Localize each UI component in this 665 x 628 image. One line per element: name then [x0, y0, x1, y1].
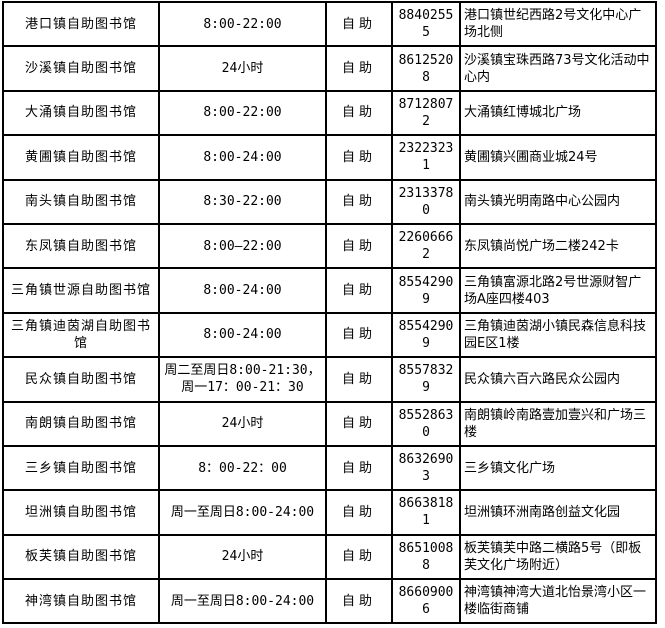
- library-table-row: 南头镇自助图书馆 8:30-22:00 自助 23133780 南头镇光明南路中…: [2, 178, 657, 225]
- opening-hours-cell: 24小时: [158, 45, 327, 92]
- service-type-cell: 自助: [325, 178, 393, 225]
- opening-hours-cell: 8:30-22:00: [158, 178, 327, 225]
- phone-number-cell: 22606662: [391, 222, 461, 270]
- phone-number-cell: 86609006: [391, 578, 461, 625]
- phone-number-cell: 85542909: [391, 311, 461, 359]
- library-name-cell: 港口镇自助图书馆: [2, 0, 160, 48]
- library-table-row: 南朗镇自助图书馆 24小时 自助 85528630 南朗镇岭南路壹加壹兴和广场三…: [2, 400, 657, 447]
- library-name-cell: 沙溪镇自助图书馆: [2, 45, 160, 92]
- address-cell: 三角镇迪茵湖小镇民森信息科技园E区1楼: [459, 311, 657, 359]
- library-name-cell: 黄圃镇自助图书馆: [2, 134, 160, 181]
- opening-hours-cell: 周二至周日8:00-21:30， 周一17：00-21：30: [158, 356, 327, 403]
- library-name-cell: 神湾镇自助图书馆: [2, 578, 160, 625]
- library-name-cell: 大涌镇自助图书馆: [2, 89, 160, 137]
- address-cell: 板芙镇芙中路二横路5号（即板芙文化广场附近）: [459, 533, 657, 581]
- address-cell: 三角镇富源北路2号世源财智广场A座四楼403: [459, 267, 657, 314]
- service-type-cell: 自助: [325, 356, 393, 403]
- address-cell: 三乡镇文化广场: [459, 444, 657, 492]
- address-cell: 沙溪镇宝珠西路73号文化活动中心内: [459, 45, 657, 92]
- service-type-cell: 自助: [325, 267, 393, 314]
- address-cell: 黄圃镇兴圃商业城24号: [459, 134, 657, 181]
- library-table-row: 神湾镇自助图书馆 周一至周日8:00-24:00 自助 86609006 神湾镇…: [2, 578, 657, 625]
- opening-hours-cell: 8:00-24:00: [158, 311, 327, 359]
- phone-number-cell: 86326903: [391, 444, 461, 492]
- phone-number-cell: 86125208: [391, 45, 461, 92]
- address-cell: 大涌镇红博城北广场: [459, 89, 657, 137]
- library-name-cell: 坦洲镇自助图书馆: [2, 489, 160, 536]
- service-type-cell: 自助: [325, 222, 393, 270]
- service-type-cell: 自助: [325, 578, 393, 625]
- address-cell: 东凤镇尚悦广场二楼242卡: [459, 222, 657, 270]
- phone-number-cell: 85542909: [391, 267, 461, 314]
- phone-number-cell: 88402555: [391, 0, 461, 48]
- opening-hours-cell: 8:00-22:00: [158, 89, 327, 137]
- service-type-cell: 自助: [325, 489, 393, 536]
- address-cell: 南头镇光明南路中心公园内: [459, 178, 657, 225]
- library-name-cell: 三乡镇自助图书馆: [2, 444, 160, 492]
- library-table-row: 黄圃镇自助图书馆 8:00-24:00 自助 23223231 黄圃镇兴圃商业城…: [2, 134, 657, 181]
- opening-hours-cell: 8：00-22：00: [158, 444, 327, 492]
- opening-hours-cell: 8:00-24:00: [158, 267, 327, 314]
- library-table-row: 三角镇世源自助图书馆 8:00-24:00 自助 85542909 三角镇富源北…: [2, 267, 657, 314]
- library-table-row: 板芙镇自助图书馆 24小时 自助 86510088 板芙镇芙中路二横路5号（即板…: [2, 533, 657, 581]
- library-table-row: 大涌镇自助图书馆 8:00-22:00 自助 87128072 大涌镇红博城北广…: [2, 89, 657, 137]
- service-type-cell: 自助: [325, 0, 393, 48]
- library-table-row: 东凤镇自助图书馆 8:00—22:00 自助 22606662 东凤镇尚悦广场二…: [2, 222, 657, 270]
- opening-hours-cell: 周一至周日8:00-24:00: [158, 489, 327, 536]
- address-cell: 港口镇世纪西路2号文化中心广场北侧: [459, 0, 657, 48]
- library-name-cell: 三角镇世源自助图书馆: [2, 267, 160, 314]
- opening-hours-cell: 周一至周日8:00-24:00: [158, 578, 327, 625]
- service-type-cell: 自助: [325, 134, 393, 181]
- library-name-cell: 三角镇迪茵湖自助图书馆: [2, 311, 160, 359]
- opening-hours-cell: 8:00—22:00: [158, 222, 327, 270]
- opening-hours-cell: 24小时: [158, 400, 327, 447]
- library-name-cell: 南头镇自助图书馆: [2, 178, 160, 225]
- library-table-row: 三角镇迪茵湖自助图书馆 8:00-24:00 自助 85542909 三角镇迪茵…: [2, 311, 657, 359]
- library-table-row: 港口镇自助图书馆 8:00-22:00 自助 88402555 港口镇世纪西路2…: [2, 0, 657, 48]
- address-cell: 神湾镇神湾大道北怡景湾小区一楼临街商铺: [459, 578, 657, 625]
- phone-number-cell: 23223231: [391, 134, 461, 181]
- library-name-cell: 民众镇自助图书馆: [2, 356, 160, 403]
- service-type-cell: 自助: [325, 89, 393, 137]
- library-table-row: 坦洲镇自助图书馆 周一至周日8:00-24:00 自助 86638181 坦洲镇…: [2, 489, 657, 536]
- library-name-cell: 板芙镇自助图书馆: [2, 533, 160, 581]
- library-table-row: 沙溪镇自助图书馆 24小时 自助 86125208 沙溪镇宝珠西路73号文化活动…: [2, 45, 657, 92]
- phone-number-cell: 23133780: [391, 178, 461, 225]
- service-type-cell: 自助: [325, 444, 393, 492]
- opening-hours-cell: 24小时: [158, 533, 327, 581]
- address-cell: 南朗镇岭南路壹加壹兴和广场三楼: [459, 400, 657, 447]
- address-cell: 坦洲镇环洲南路创益文化园: [459, 489, 657, 536]
- phone-number-cell: 86638181: [391, 489, 461, 536]
- library-name-cell: 南朗镇自助图书馆: [2, 400, 160, 447]
- service-type-cell: 自助: [325, 400, 393, 447]
- opening-hours-cell: 8:00-22:00: [158, 0, 327, 48]
- service-type-cell: 自助: [325, 45, 393, 92]
- phone-number-cell: 85578329: [391, 356, 461, 403]
- library-table-row: 民众镇自助图书馆 周二至周日8:00-21:30， 周一17：00-21：30 …: [2, 356, 657, 403]
- opening-hours-cell: 8:00-24:00: [158, 134, 327, 181]
- phone-number-cell: 86510088: [391, 533, 461, 581]
- phone-number-cell: 85528630: [391, 400, 461, 447]
- service-type-cell: 自助: [325, 311, 393, 359]
- service-type-cell: 自助: [325, 533, 393, 581]
- address-cell: 民众镇六百六路民众公园内: [459, 356, 657, 403]
- phone-number-cell: 87128072: [391, 89, 461, 137]
- library-table-row: 三乡镇自助图书馆 8：00-22：00 自助 86326903 三乡镇文化广场: [2, 444, 657, 492]
- library-name-cell: 东凤镇自助图书馆: [2, 222, 160, 270]
